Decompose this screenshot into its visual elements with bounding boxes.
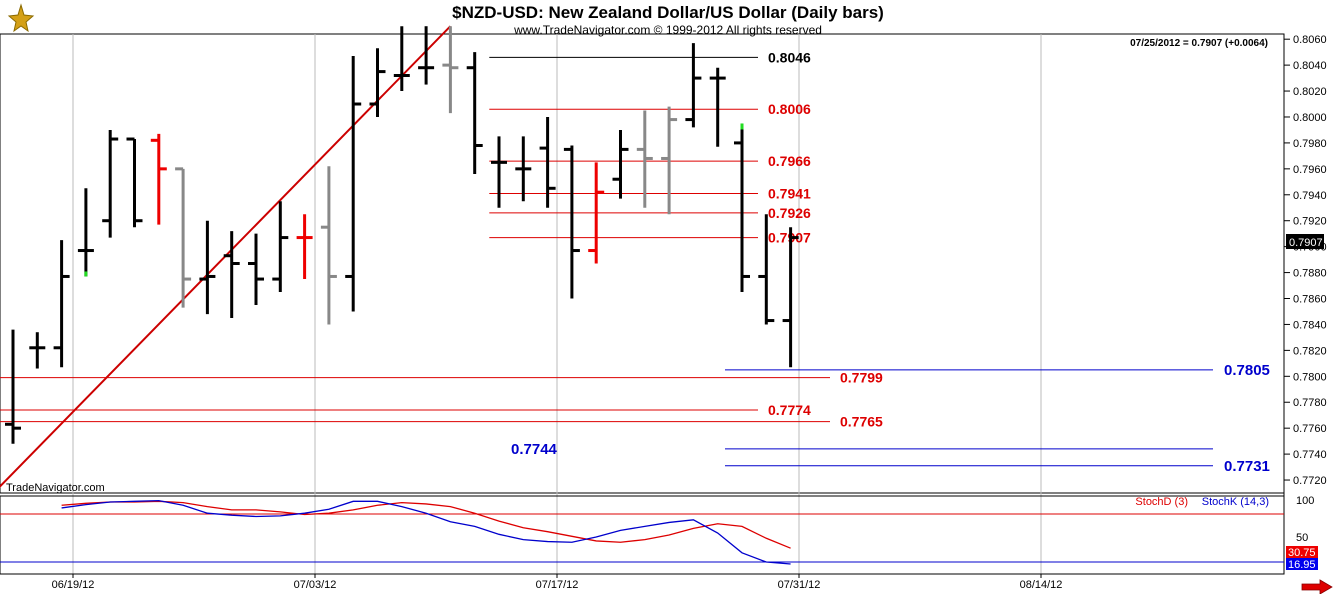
ohlc-bar (758, 214, 775, 325)
ohlc-bar (296, 214, 313, 280)
ohlc-bar (320, 166, 337, 325)
level-label: 0.7744 (511, 441, 558, 458)
ohlc-bar (29, 332, 46, 369)
ohlc-bar (175, 167, 192, 308)
x-tick-label: 07/17/12 (536, 579, 579, 591)
ohlc-bar (491, 136, 507, 208)
y-axis-ticks: 0.7720 0.7740 0.7760 0.7780 0.7800 0.7820 0.78… (1284, 34, 1327, 487)
ohlc-bar (661, 106, 678, 215)
ohlc-bar (539, 116, 556, 208)
ohlc-bar (442, 26, 459, 114)
y-tick-label: 0.7980 (1293, 138, 1327, 150)
bars-layer (5, 26, 799, 444)
last-price-tag: 0.7907 (1286, 234, 1324, 249)
y-tick-label: 0.7920 (1293, 216, 1327, 228)
y-tick-label: 0.8020 (1293, 86, 1327, 98)
stoch-tick-50: 50 (1296, 532, 1308, 544)
ohlc-bar (77, 188, 94, 277)
ohlc-bar (515, 136, 532, 202)
level-label: 0.7805 (1224, 362, 1270, 379)
level-label: 0.7731 (1224, 458, 1270, 475)
ohlc-bar (685, 43, 702, 128)
y-tick-label: 0.7860 (1293, 294, 1327, 306)
stochd-value: 30.75 (1288, 547, 1316, 559)
level-label: 0.7941 (768, 185, 811, 201)
ohlc-bar (418, 26, 435, 85)
level-label: 0.8046 (768, 49, 811, 65)
x-gridlines (72, 34, 1042, 574)
ohlc-bar (126, 137, 143, 228)
level-label: 0.7966 (768, 153, 811, 169)
ohlc-bar (150, 133, 167, 225)
ohlc-bar (369, 48, 386, 117)
trendline-layer (0, 25, 452, 488)
copyright-text: www.TradeNavigator.com © 1999-2012 All r… (513, 23, 822, 37)
stoch-panel-frame (0, 495, 1285, 575)
y-tick-label: 0.7840 (1293, 319, 1327, 331)
y-tick-label: 0.7880 (1293, 268, 1327, 280)
ohlc-bar (466, 52, 483, 175)
level-label: 0.8006 (768, 101, 811, 117)
ohlc-bar (393, 26, 410, 92)
x-tick-label: 07/31/12 (778, 579, 821, 591)
ohlc-bar (345, 56, 362, 312)
last-quote: 07/25/2012 = 0.7907 (+0.0064) (1130, 38, 1268, 49)
y-tick-label: 0.8040 (1293, 60, 1327, 72)
ohlc-bar (102, 129, 119, 238)
y-tick-label: 0.7780 (1293, 397, 1327, 409)
stoch-lines (61, 500, 791, 565)
level-label: 0.7774 (768, 402, 811, 418)
level-label: 0.7926 (768, 205, 811, 221)
stoch-line (61, 500, 791, 565)
watermark-text: TradeNavigator.com (6, 482, 105, 494)
y-tick-label: 0.7800 (1293, 371, 1327, 383)
logo-icon (6, 3, 36, 33)
y-tick-label: 0.7940 (1293, 190, 1327, 202)
level-label: 0.7765 (840, 414, 883, 430)
trendline (0, 25, 452, 488)
ohlc-bar (588, 162, 605, 264)
y-tick-label: 0.7720 (1293, 475, 1327, 487)
stochd-legend: StochD (3) (1135, 496, 1188, 508)
x-tick-label: 07/03/12 (294, 579, 337, 591)
y-tick-label: 0.7960 (1293, 164, 1327, 176)
x-axis-ticks: 06/19/12 07/03/12 07/17/12 07/31/12 08/14/12 (52, 574, 1063, 591)
x-tick-label: 08/14/12 (1020, 579, 1063, 591)
ohlc-bar (782, 227, 799, 368)
stoch-line (61, 500, 791, 549)
stochk-legend: StochK (14,3) (1202, 496, 1269, 508)
ohlc-bar (636, 110, 653, 208)
ohlc-bar (53, 240, 70, 368)
ohlc-bar (223, 231, 240, 318)
scroll-right-arrow-icon[interactable] (1301, 579, 1333, 594)
x-tick-label: 06/19/12 (52, 579, 95, 591)
y-tick-label: 0.8000 (1293, 112, 1327, 124)
ohlc-bar (709, 67, 726, 147)
stochd-value-tag: 30.75 (1286, 546, 1318, 559)
y-tick-label: 0.7740 (1293, 449, 1327, 461)
stoch-tick-100: 100 (1296, 495, 1314, 507)
y-tick-label: 0.7820 (1293, 345, 1327, 357)
last-price-label: 0.7907 (1289, 237, 1323, 249)
ohlc-bar (734, 123, 750, 293)
ohlc-bar (199, 220, 216, 315)
price-panel-frame (0, 33, 1285, 494)
chart-title: $NZD-USD: New Zealand Dollar/US Dollar (… (452, 3, 884, 22)
ohlc-bar (612, 129, 629, 199)
ohlc-bar (5, 329, 21, 444)
ohlc-bar (272, 201, 289, 293)
levels-layer: 0.80460.80060.79660.79410.79260.79070.77… (0, 49, 1270, 475)
ohlc-bar (563, 145, 580, 299)
level-label: 0.7799 (840, 370, 883, 386)
ohlc-bar (248, 233, 264, 305)
y-tick-label: 0.8060 (1293, 34, 1327, 46)
y-tick-label: 0.7760 (1293, 423, 1327, 435)
stochk-value: 16.95 (1288, 559, 1316, 571)
stochk-value-tag: 16.95 (1286, 558, 1318, 571)
